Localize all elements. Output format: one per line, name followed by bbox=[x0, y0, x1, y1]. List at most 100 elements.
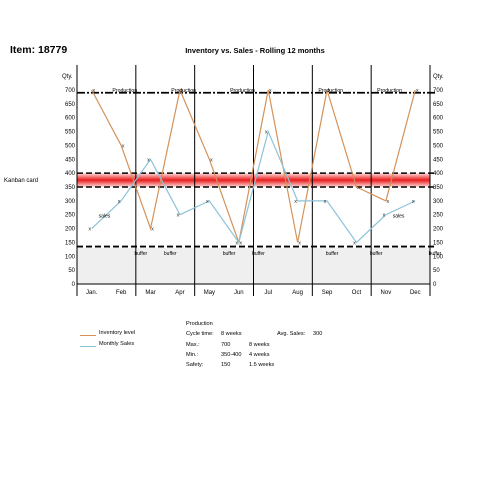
production-annotation: Production bbox=[112, 88, 137, 94]
y-tick-right: 550 bbox=[433, 130, 444, 136]
data-point-marker: x bbox=[294, 199, 297, 205]
x-tick-label: Sep bbox=[322, 290, 333, 296]
x-tick-label: Feb bbox=[116, 290, 127, 296]
data-point-marker: x bbox=[151, 227, 154, 233]
avg-sales-value: 300 bbox=[313, 331, 323, 337]
buffer-annotation: buffer bbox=[164, 251, 177, 257]
y-tick-left: 400 bbox=[65, 171, 76, 177]
data-point-marker: x bbox=[206, 199, 209, 205]
item-title: Item: 18779 bbox=[10, 44, 68, 56]
y-tick-left: 50 bbox=[68, 268, 75, 274]
x-tick-label: May bbox=[204, 290, 215, 296]
info-safety-extra: 1.5 weeks bbox=[249, 362, 275, 368]
info-min-label: Min.: bbox=[186, 352, 199, 358]
buffer-annotation: buffer bbox=[370, 251, 383, 257]
data-point-marker: x bbox=[298, 240, 301, 246]
sales-annotation: sales bbox=[393, 213, 405, 219]
legend-label-sales: Monthly Sales bbox=[99, 341, 135, 347]
y-tick-left: 250 bbox=[65, 213, 76, 219]
y-tick-left: 100 bbox=[65, 254, 76, 260]
y-tick-left: 350 bbox=[65, 185, 76, 191]
info-safety-value: 150 bbox=[221, 362, 231, 368]
data-point-marker: x bbox=[328, 88, 331, 94]
data-point-marker: x bbox=[269, 88, 272, 94]
y-tick-right: 500 bbox=[433, 143, 444, 149]
x-tick-label: Aug bbox=[292, 290, 303, 296]
data-point-marker: x bbox=[353, 240, 356, 246]
info-heading: Production bbox=[186, 321, 213, 327]
info-cycle-value: 8 weeks bbox=[221, 331, 242, 337]
y-tick-left: 600 bbox=[65, 116, 76, 122]
y-tick-right: 0 bbox=[433, 282, 437, 288]
series-line-sales bbox=[91, 129, 416, 244]
y-tick-right: 300 bbox=[433, 199, 444, 205]
series-line-inventory bbox=[91, 88, 416, 245]
legend-label-inventory: Inventory level bbox=[99, 330, 136, 336]
x-tick-label: Nov bbox=[381, 290, 392, 296]
y-axis-label-right: Qty. bbox=[433, 74, 444, 80]
info-safety-label: Safety: bbox=[186, 362, 204, 368]
data-point-marker: x bbox=[387, 199, 390, 205]
x-tick-label: Oct bbox=[352, 290, 362, 296]
y-tick-right: 200 bbox=[433, 227, 444, 233]
data-point-marker: x bbox=[147, 157, 150, 163]
y-tick-right: 450 bbox=[433, 157, 444, 163]
y-tick-right: 350 bbox=[433, 185, 444, 191]
y-tick-right: 400 bbox=[433, 171, 444, 177]
y-tick-left: 450 bbox=[65, 157, 76, 163]
info-max-extra: 8 weeks bbox=[249, 342, 270, 348]
y-tick-left: 200 bbox=[65, 227, 76, 233]
production-annotation: Production bbox=[230, 88, 255, 94]
buffer-annotation: buffer bbox=[223, 251, 236, 257]
info-max-value: 700 bbox=[221, 342, 231, 348]
data-point-marker: x bbox=[92, 88, 95, 94]
y-tick-left: 500 bbox=[65, 143, 76, 149]
x-tick-label: Jun bbox=[234, 290, 244, 296]
data-point-marker: x bbox=[357, 185, 360, 191]
info-cycle-label: Cycle time: bbox=[186, 331, 214, 337]
x-tick-label: Mar bbox=[145, 290, 155, 296]
y-tick-left: 300 bbox=[65, 199, 76, 205]
data-point-marker: x bbox=[412, 199, 415, 205]
buffer-annotation: buffer bbox=[429, 251, 442, 257]
y-tick-left: 650 bbox=[65, 102, 76, 108]
data-point-marker: x bbox=[118, 199, 121, 205]
y-tick-right: 650 bbox=[433, 102, 444, 108]
legend-swatch-sales bbox=[80, 346, 96, 347]
data-point-marker: x bbox=[88, 227, 91, 233]
y-tick-right: 600 bbox=[433, 116, 444, 122]
info-max-label: Max.: bbox=[186, 342, 200, 348]
data-point-marker: x bbox=[239, 240, 242, 246]
x-tick-label: Dec bbox=[410, 290, 421, 296]
y-tick-left: 700 bbox=[65, 88, 76, 94]
y-tick-left: 550 bbox=[65, 130, 76, 136]
avg-sales-label: Avg. Sales: bbox=[277, 331, 306, 337]
data-point-marker: x bbox=[383, 213, 386, 219]
data-point-marker: x bbox=[416, 88, 419, 94]
chart-title: Inventory vs. Sales - Rolling 12 months bbox=[185, 46, 325, 55]
buffer-annotation: buffer bbox=[134, 251, 147, 257]
production-annotation: Production bbox=[171, 88, 196, 94]
buffer-annotation: buffer bbox=[326, 251, 339, 257]
kanban-card-label: Kanban card bbox=[4, 178, 38, 184]
buffer-annotation: buffer bbox=[252, 251, 265, 257]
data-point-marker: x bbox=[324, 199, 327, 205]
y-axis-label-left: Qty. bbox=[62, 74, 73, 80]
y-tick-right: 150 bbox=[433, 240, 444, 246]
y-tick-left: 0 bbox=[72, 282, 76, 288]
x-tick-label: Jan. bbox=[86, 290, 98, 296]
x-tick-label: Apr bbox=[175, 290, 184, 296]
data-point-marker: x bbox=[265, 130, 268, 136]
data-point-marker: x bbox=[177, 213, 180, 219]
sales-annotation: sales bbox=[99, 213, 111, 219]
production-annotation: Production bbox=[377, 88, 402, 94]
data-point-marker: x bbox=[181, 88, 184, 94]
y-tick-right: 50 bbox=[433, 268, 440, 274]
production-annotation: Production bbox=[318, 88, 343, 94]
data-point-marker: x bbox=[122, 143, 125, 149]
legend-swatch-inventory bbox=[80, 335, 96, 336]
data-point-marker: x bbox=[210, 157, 213, 163]
info-min-value: 350-400 bbox=[221, 352, 242, 358]
